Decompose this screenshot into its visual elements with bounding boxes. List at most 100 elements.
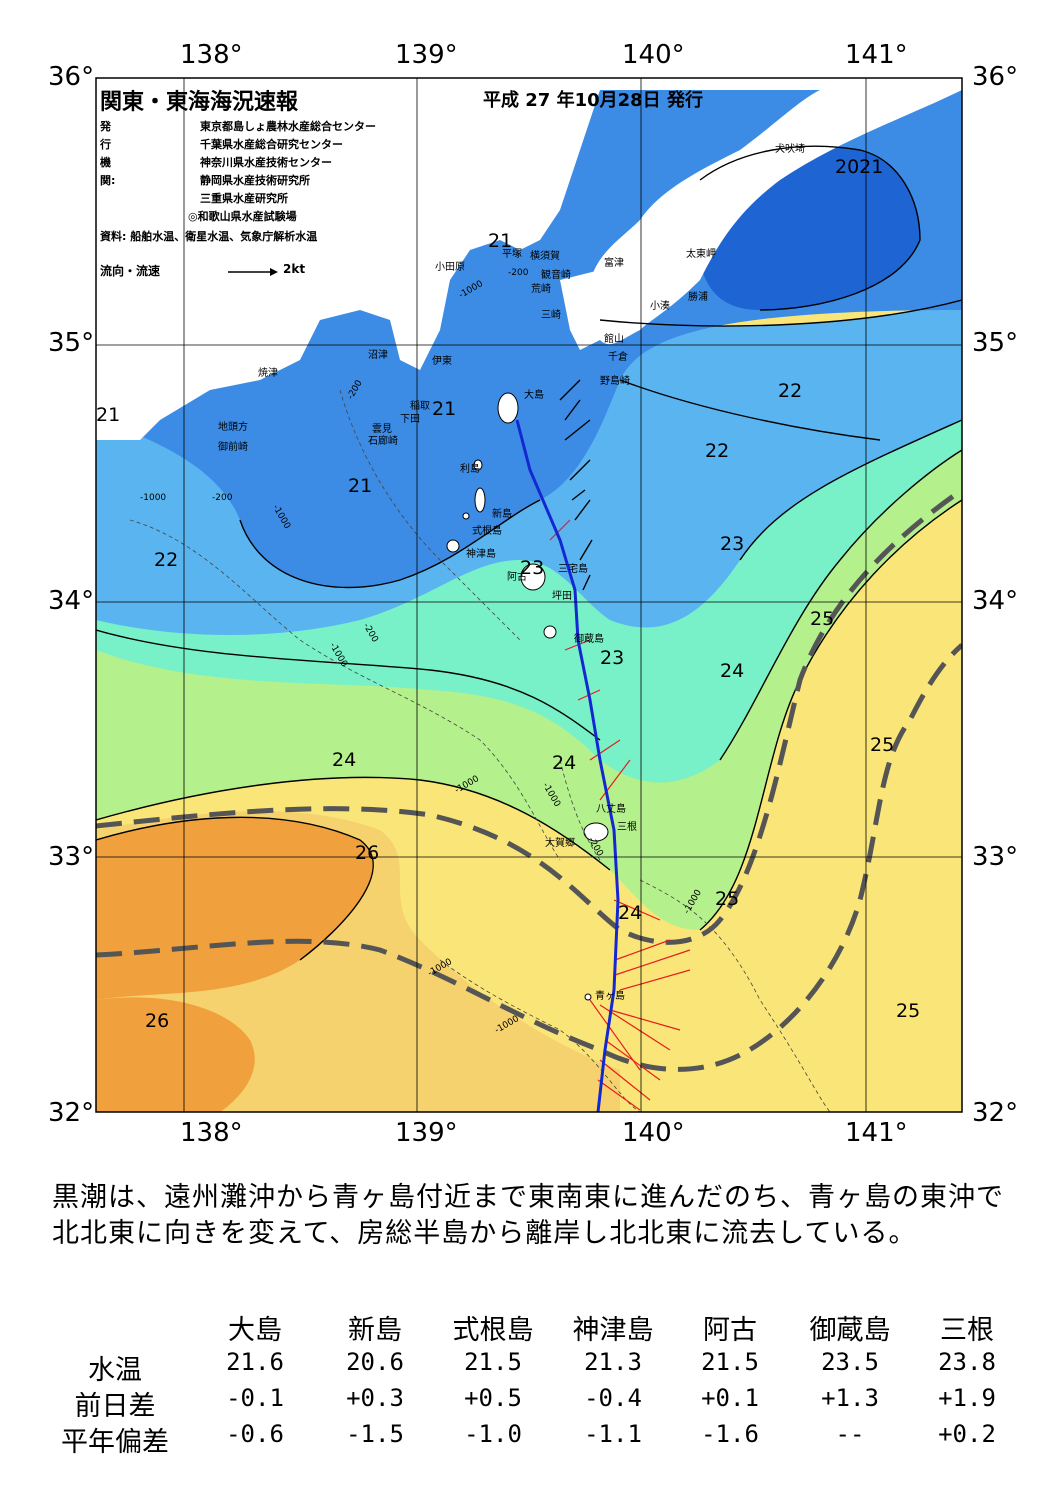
summary-text: 黒潮は、遠州灘沖から青ヶ島付近まで東南東に進んだのち、青ヶ島の東沖で北北東に向き… xyxy=(52,1182,1004,1249)
table-cell: -- xyxy=(835,1420,865,1448)
table-row: 水温 21.6 20.6 21.5 21.3 21.5 23.5 23.8 xyxy=(40,1348,1030,1386)
place-mikurajima: 御蔵島 xyxy=(574,634,604,645)
isotherm-label: 2021 xyxy=(835,156,884,178)
island-shikinejima xyxy=(462,512,470,520)
isotherm-label: 25 xyxy=(870,734,895,756)
lat-tick-36-right: 36° xyxy=(972,62,1019,92)
current-arrows-black xyxy=(559,379,593,591)
depth-contours xyxy=(129,389,831,1112)
legend-label: 流向・流速 xyxy=(100,264,161,278)
place-katsuura: 勝浦 xyxy=(688,292,708,303)
place-shikinejima: 式根島 xyxy=(472,526,502,537)
lat-tick-35: 35° xyxy=(48,328,95,358)
lat-tick-32: 32° xyxy=(48,1098,95,1128)
issuer-label: 発行機関: xyxy=(100,120,116,187)
lon-tick-139: 139° xyxy=(395,40,458,70)
sea-temperature-map xyxy=(95,77,963,1113)
table-col-header: 御蔵島 xyxy=(809,1315,891,1346)
isotherm-label: 25 xyxy=(715,888,740,910)
isotherm-lines xyxy=(96,145,962,961)
table-cell: +1.9 xyxy=(938,1384,996,1412)
table-cell: +0.3 xyxy=(346,1384,404,1412)
place-yaizu: 焼津 xyxy=(258,368,278,379)
isotherm-label: 24 xyxy=(552,752,577,774)
map-frame xyxy=(95,77,963,1113)
lat-tick-32-right: 32° xyxy=(972,1098,1019,1128)
table-cell: +0.5 xyxy=(464,1384,522,1412)
place-oshima: 大島 xyxy=(524,390,544,401)
isotherm-label: 25 xyxy=(896,1000,921,1022)
place-irozaki: 石廊崎 xyxy=(368,436,398,447)
isotherm-label: 23 xyxy=(720,533,745,555)
lat-tick-33: 33° xyxy=(48,842,95,872)
place-hiratsuka: 平塚 xyxy=(502,249,522,260)
place-taitomisaki: 太東岬 xyxy=(686,249,716,260)
isotherm-label: 24 xyxy=(720,660,745,682)
isotherm-label: 23 xyxy=(600,647,625,669)
lon-tick-141: 141° xyxy=(845,40,908,70)
issuer-org: 千葉県水産総合研究センター xyxy=(200,138,343,151)
table-cell: -1.0 xyxy=(464,1420,522,1448)
place-niijima: 新島 xyxy=(492,509,512,520)
isotherm-label: 24 xyxy=(332,749,357,771)
isotherm-label: 23 xyxy=(520,557,545,579)
depth-label: -200 xyxy=(508,268,529,278)
row-label: 前日差 xyxy=(74,1391,156,1422)
table-cell: 21.5 xyxy=(464,1348,522,1376)
data-source: 資料: 船舶水温、衛星水温、気象庁解析水温 xyxy=(100,230,318,243)
table-col-header: 阿古 xyxy=(703,1315,757,1346)
place-odawara: 小田原 xyxy=(435,262,465,273)
issuer-org: 静岡県水産技術研究所 xyxy=(200,174,310,187)
place-miyakejima: 三宅島 xyxy=(558,564,588,575)
place-kumomi: 雲見 xyxy=(372,424,392,435)
table-cell: 21.5 xyxy=(701,1348,759,1376)
table-cell: +0.1 xyxy=(701,1384,759,1412)
table-cell: 23.8 xyxy=(938,1348,996,1376)
island-mikurajima xyxy=(543,625,557,639)
isotherm-label: 22 xyxy=(778,380,803,402)
table-header-row: 大島 新島 式根島 神津島 阿古 御蔵島 三根 xyxy=(40,1308,1030,1346)
table-row: 平年偏差 -0.6 -1.5 -1.0 -1.1 -1.6 -- +0.2 xyxy=(40,1420,1030,1458)
place-tsubota: 坪田 xyxy=(552,591,572,602)
place-misaki: 三崎 xyxy=(541,310,561,321)
island-toshima xyxy=(473,459,483,471)
row-label: 水温 xyxy=(88,1355,142,1386)
place-aogashima: 青ヶ島 xyxy=(595,991,625,1002)
table-cell: -1.5 xyxy=(346,1420,404,1448)
issuer-org: 東京都島しょ農林水産総合センター xyxy=(200,120,376,133)
isotherm-label: 22 xyxy=(705,440,730,462)
lat-tick-34-right: 34° xyxy=(972,586,1019,616)
lat-tick-35-right: 35° xyxy=(972,328,1019,358)
isotherm-label: 22 xyxy=(154,549,179,571)
place-tateyama: 館山 xyxy=(604,334,624,345)
issue-date: 平成 27 年10月28日 発行 xyxy=(483,90,703,111)
issuer-org: 神奈川県水産技術センター xyxy=(200,156,332,169)
island-aogashima xyxy=(584,993,592,1001)
lat-tick-36: 36° xyxy=(48,62,95,92)
place-kominato: 小湊 xyxy=(650,301,670,312)
lon-tick-140: 140° xyxy=(622,40,685,70)
isotherm-label: 21 xyxy=(488,230,513,252)
table-cell: 20.6 xyxy=(346,1348,404,1376)
table-cell: 23.5 xyxy=(821,1348,879,1376)
island-miyakejima xyxy=(520,563,546,591)
place-jitogata: 地頭方 xyxy=(218,422,248,433)
place-nojimazaki: 野島崎 xyxy=(600,376,630,387)
place-hachijojima: 八丈島 xyxy=(596,804,626,815)
table-cell: 21.6 xyxy=(226,1348,284,1376)
lon-tick-140-bottom: 140° xyxy=(622,1118,685,1148)
island-hachijojima xyxy=(583,822,609,842)
land-mainland xyxy=(96,78,962,440)
place-inubozaki: 犬吠埼 xyxy=(775,144,805,155)
table-cell: -0.6 xyxy=(226,1420,284,1448)
table-col-header: 三根 xyxy=(940,1315,994,1346)
place-mitsune: 三根 xyxy=(617,822,637,833)
depth-label: -1000 xyxy=(140,493,167,503)
isotherm-label: 24 xyxy=(618,902,643,924)
place-numazu: 沼津 xyxy=(368,350,388,361)
lon-tick-139-bottom: 139° xyxy=(395,1118,458,1148)
island-oshima xyxy=(497,392,519,424)
issuer-org: 三重県水産研究所 xyxy=(200,192,288,205)
table-col-header: 新島 xyxy=(348,1315,402,1346)
lon-tick-138: 138° xyxy=(180,40,243,70)
